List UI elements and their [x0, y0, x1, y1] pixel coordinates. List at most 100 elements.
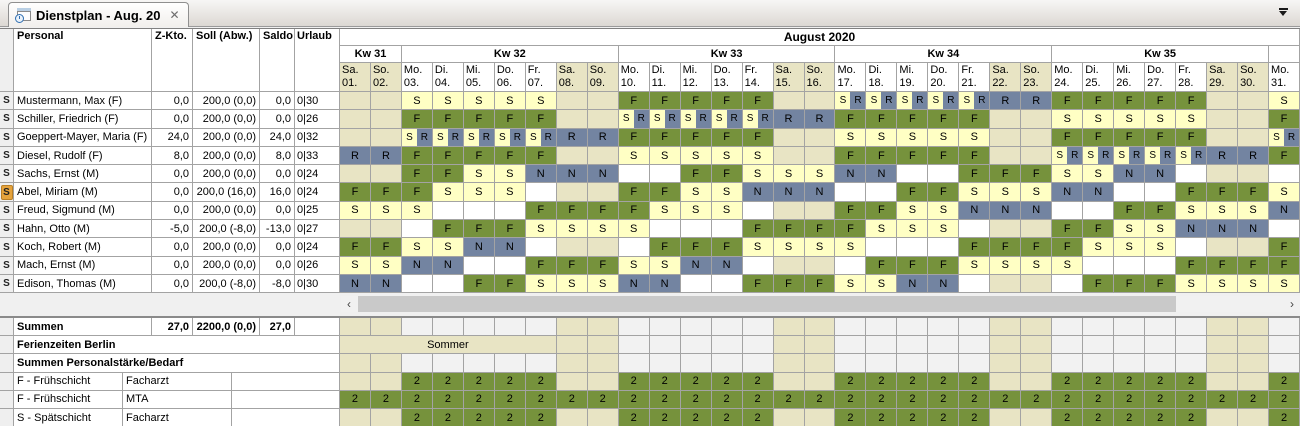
day-header[interactable]: Sa. 29.	[1207, 63, 1239, 92]
day-header[interactable]: So. 09.	[587, 63, 619, 92]
schedule-cell[interactable]	[1207, 165, 1239, 184]
schedule-cell[interactable]: S	[897, 128, 929, 147]
schedule-cell[interactable]: F	[711, 165, 743, 184]
schedule-cell[interactable]	[463, 256, 495, 275]
schedule-cell[interactable]: S	[463, 92, 495, 111]
schedule-cell[interactable]: S	[1114, 220, 1146, 239]
schedule-cell[interactable]: N	[773, 183, 805, 202]
schedule-cell[interactable]: F	[1021, 165, 1053, 184]
schedule-cell[interactable]: N	[835, 165, 867, 184]
schedule-cell[interactable]: N	[680, 256, 712, 275]
schedule-cell[interactable]: F	[463, 220, 495, 239]
schedule-cell[interactable]	[556, 238, 588, 257]
schedule-cell[interactable]: N	[1207, 220, 1239, 239]
schedule-cell[interactable]	[866, 183, 898, 202]
schedule-cell[interactable]: S	[866, 128, 898, 147]
schedule-cell[interactable]: S	[649, 201, 681, 221]
schedule-cell[interactable]: F	[525, 146, 557, 166]
row-marker[interactable]: S	[3, 131, 10, 143]
schedule-cell[interactable]: S	[1021, 256, 1053, 275]
schedule-cell[interactable]: F	[866, 201, 898, 221]
schedule-cell[interactable]: F	[1176, 92, 1208, 111]
schedule-cell[interactable]: R	[370, 146, 402, 166]
schedule-cell[interactable]: F	[649, 128, 681, 147]
schedule-cell[interactable]	[432, 201, 464, 221]
schedule-cell[interactable]: F	[1238, 256, 1270, 275]
schedule-cell[interactable]: S	[494, 183, 526, 202]
schedule-cell[interactable]: S	[1052, 256, 1084, 275]
schedule-cell[interactable]: F	[370, 238, 402, 257]
schedule-cell[interactable]	[401, 274, 433, 294]
schedule-cell[interactable]: S	[711, 183, 743, 202]
schedule-cell[interactable]: N	[370, 274, 402, 294]
row-marker[interactable]: S	[3, 150, 10, 162]
schedule-cell[interactable]	[990, 110, 1022, 129]
schedule-cell[interactable]	[1207, 92, 1239, 111]
schedule-cell[interactable]: S	[680, 146, 712, 166]
schedule-cell[interactable]	[835, 183, 867, 202]
schedule-cell[interactable]: S	[835, 238, 867, 257]
schedule-cell[interactable]	[959, 220, 991, 239]
schedule-cell[interactable]: S	[1052, 165, 1084, 184]
schedule-cell[interactable]	[1176, 165, 1208, 184]
schedule-cell[interactable]	[897, 238, 929, 257]
schedule-cell[interactable]: S	[1238, 274, 1270, 294]
schedule-cell[interactable]: F	[866, 110, 898, 129]
schedule-cell[interactable]: N	[587, 165, 619, 184]
schedule-cell[interactable]	[370, 110, 402, 129]
schedule-cell[interactable]: S	[1176, 110, 1208, 129]
tab-list-dropdown-icon[interactable]	[1279, 8, 1288, 16]
schedule-cell[interactable]: F	[804, 274, 836, 294]
schedule-cell[interactable]	[494, 256, 526, 275]
personnel-name[interactable]: Mach, Ernst (M)	[14, 256, 152, 275]
schedule-cell[interactable]	[340, 110, 371, 129]
schedule-cell[interactable]: S	[525, 274, 557, 294]
schedule-cell[interactable]	[401, 220, 433, 239]
schedule-cell[interactable]	[928, 238, 960, 257]
schedule-cell[interactable]	[1021, 110, 1053, 129]
schedule-cell[interactable]: N	[1238, 220, 1270, 239]
schedule-cell[interactable]: F	[525, 256, 557, 275]
schedule-cell[interactable]: S	[1269, 183, 1300, 202]
schedule-cell[interactable]: F	[959, 146, 991, 166]
schedule-cell[interactable]	[866, 238, 898, 257]
schedule-cell[interactable]: N	[556, 165, 588, 184]
schedule-cell[interactable]: F	[401, 110, 433, 129]
row-marker[interactable]: S	[3, 168, 10, 180]
schedule-cell[interactable]	[1238, 165, 1270, 184]
day-header[interactable]: So. 02.	[370, 63, 402, 92]
row-marker[interactable]: S	[3, 95, 10, 107]
schedule-cell[interactable]: S	[866, 220, 898, 239]
schedule-cell[interactable]: F	[1114, 92, 1146, 111]
personnel-name[interactable]: Freud, Sigmund (M)	[14, 201, 152, 221]
schedule-cell[interactable]: S	[1145, 220, 1177, 239]
schedule-cell[interactable]: F	[1114, 128, 1146, 147]
schedule-cell[interactable]: S	[618, 256, 650, 275]
schedule-cell[interactable]: N	[1176, 220, 1208, 239]
day-header[interactable]: Sa. 22.	[990, 63, 1022, 92]
schedule-cell[interactable]	[742, 201, 774, 221]
schedule-cell[interactable]	[773, 256, 805, 275]
schedule-cell[interactable]: S	[1238, 201, 1270, 221]
day-header[interactable]: Do. 13.	[711, 63, 743, 92]
day-header[interactable]: Mo. 10.	[618, 63, 650, 92]
schedule-cell[interactable]: N	[1021, 201, 1053, 221]
schedule-cell[interactable]: N	[1052, 183, 1084, 202]
schedule-cell[interactable]: S	[1114, 238, 1146, 257]
row-marker[interactable]: S	[3, 113, 10, 125]
scroll-right-arrow-icon[interactable]: ›	[1284, 296, 1300, 312]
horizontal-scrollbar[interactable]: ‹ ›	[341, 296, 1300, 312]
schedule-cell[interactable]	[1021, 146, 1053, 166]
schedule-cell[interactable]: S	[340, 256, 371, 275]
schedule-cell[interactable]	[1238, 110, 1270, 129]
schedule-cell[interactable]: F	[463, 110, 495, 129]
schedule-cell[interactable]: F	[804, 220, 836, 239]
schedule-cell[interactable]	[587, 110, 619, 129]
schedule-cell[interactable]: S	[680, 201, 712, 221]
schedule-cell[interactable]: F	[1052, 238, 1084, 257]
schedule-cell[interactable]: S	[649, 146, 681, 166]
